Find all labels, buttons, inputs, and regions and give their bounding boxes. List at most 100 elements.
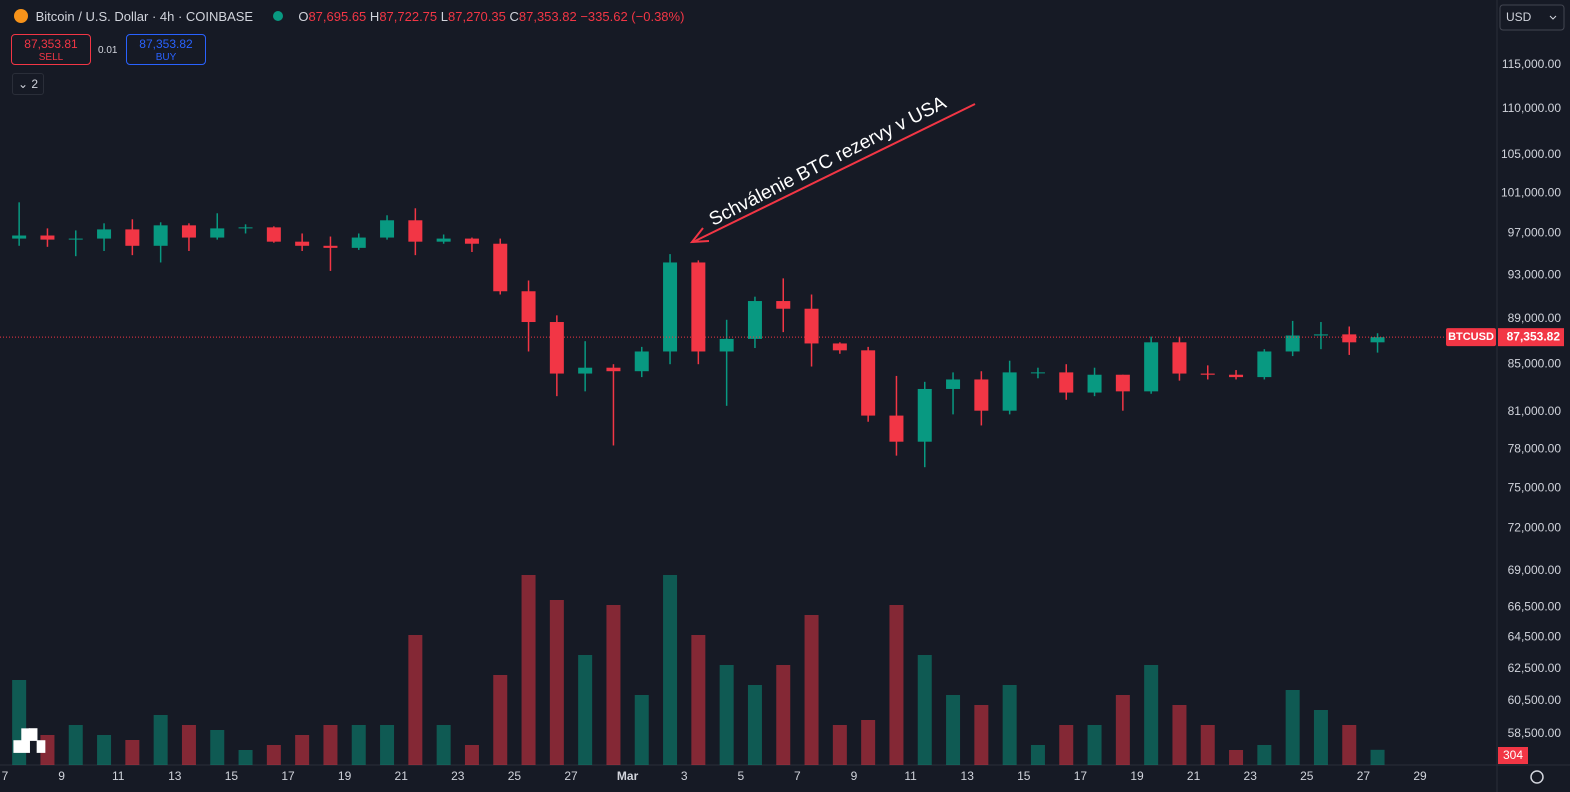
sell-button[interactable]: 87,353.81 SELL — [11, 34, 91, 65]
candle — [464, 237, 479, 253]
candle — [1313, 322, 1328, 350]
candle — [1257, 349, 1272, 380]
x-tick-label: 9 — [851, 769, 858, 783]
candle — [1229, 370, 1244, 380]
indicators-toggle[interactable]: ⌄ 2 — [12, 73, 44, 95]
candle-body — [12, 235, 27, 239]
volume-bar — [238, 750, 253, 765]
volume-bar — [804, 615, 819, 765]
volume-bar — [832, 725, 847, 765]
x-tick-label: 5 — [737, 769, 744, 783]
last-price-label: 87,353.82 — [1507, 329, 1561, 343]
candle-body — [351, 237, 366, 248]
candle-body — [1030, 372, 1045, 374]
candle — [295, 233, 310, 251]
candle — [832, 342, 847, 354]
volume-bar — [974, 705, 989, 765]
volume-bar — [549, 600, 564, 765]
candle — [549, 315, 564, 397]
candle-body — [295, 241, 310, 246]
currency[interactable]: USD — [1506, 10, 1532, 24]
candle — [606, 364, 621, 446]
x-tick-label: 11 — [112, 769, 125, 783]
y-tick-label: 101,000.00 — [1501, 186, 1561, 200]
volume-bar — [691, 635, 706, 765]
price-axis-bg — [1497, 0, 1570, 792]
candle — [521, 280, 536, 352]
volume-bar — [436, 725, 451, 765]
volume-bar — [210, 730, 225, 765]
currency-select[interactable] — [1499, 4, 1565, 31]
arrow-head — [689, 227, 710, 244]
buy-button[interactable]: 87,353.82 BUY — [126, 34, 206, 65]
candle-body — [663, 262, 678, 352]
y-tick-label: 110,000.00 — [1502, 101, 1561, 115]
candle-body — [40, 235, 55, 240]
candle-body — [1285, 335, 1300, 352]
candle — [408, 208, 423, 256]
candle — [380, 215, 395, 240]
volume-bar — [946, 695, 961, 765]
x-tick-label: 17 — [1074, 769, 1088, 783]
volume-bar — [776, 665, 791, 765]
volume-bar — [521, 575, 536, 765]
candle-body — [210, 228, 225, 238]
y-tick-label: 93,000.00 — [1508, 267, 1562, 281]
candle-body — [380, 220, 395, 238]
candle — [436, 234, 451, 244]
x-tick-label: 11 — [904, 769, 917, 783]
y-tick-label: 78,000.00 — [1508, 441, 1562, 455]
candle — [266, 226, 281, 243]
candle — [1002, 360, 1017, 415]
y-tick-label: 62,500.00 — [1508, 661, 1562, 675]
caret: ⌄ — [17, 77, 32, 91]
settings-icon[interactable] — [1530, 770, 1544, 784]
candle-body — [1144, 342, 1159, 392]
candle — [889, 375, 904, 456]
volume-bar — [1115, 695, 1130, 765]
candle-body — [1342, 334, 1357, 343]
candle-body — [606, 367, 621, 372]
x-tick-label: 21 — [395, 769, 409, 783]
candle — [861, 346, 876, 422]
volume-bar — [493, 675, 508, 765]
candle-body — [153, 225, 168, 246]
candle-body — [776, 301, 791, 309]
candle-body — [97, 229, 112, 239]
volume-bar — [125, 740, 140, 765]
candle-body — [408, 220, 423, 242]
buy-label: BUY — [155, 52, 177, 63]
candle — [1087, 367, 1102, 397]
candle — [210, 213, 225, 240]
volume-bar — [1087, 725, 1102, 765]
x-tick-label: 23 — [451, 769, 465, 783]
candle — [323, 236, 338, 271]
candle — [663, 254, 678, 365]
volume-bar — [663, 575, 678, 765]
candle — [1030, 367, 1045, 379]
candle-body — [634, 351, 649, 372]
candle — [804, 294, 819, 367]
candle — [691, 260, 706, 365]
x-tick-label: 25 — [508, 769, 522, 783]
candle — [97, 223, 112, 251]
volume-bar — [578, 655, 593, 765]
x-tick-label: 29 — [1413, 769, 1427, 783]
candle — [917, 381, 932, 468]
volume-bar — [323, 725, 338, 765]
indicators-count: 2 — [31, 77, 39, 91]
x-tick-label: 23 — [1244, 769, 1258, 783]
volume-bar — [181, 725, 196, 765]
candle-body — [1087, 374, 1102, 393]
candle-body — [1172, 342, 1187, 374]
candle-body — [1313, 334, 1328, 336]
volume-bar — [1229, 750, 1244, 765]
y-tick-label: 75,000.00 — [1508, 480, 1562, 494]
x-tick-label: 27 — [1357, 769, 1371, 783]
candle — [1144, 336, 1159, 394]
x-tick-label: 15 — [1017, 769, 1031, 783]
high-value: 87,722.75 — [379, 9, 438, 24]
y-tick-label: 69,000.00 — [1508, 563, 1562, 577]
symbol: Bitcoin / U.S. Dollar · 4h · COINBASE — [35, 9, 254, 24]
